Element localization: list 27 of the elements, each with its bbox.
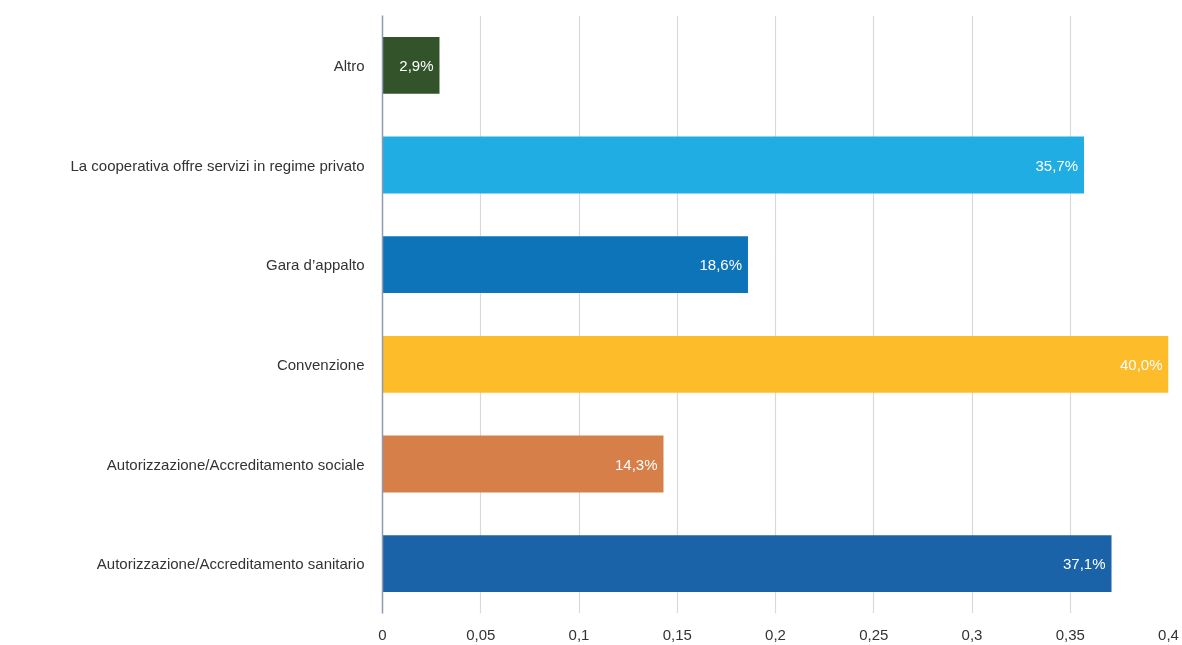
x-tick-label: 0,3 xyxy=(961,625,983,643)
y-tick-label: Convenzione xyxy=(276,355,365,373)
x-tick-label: 0,15 xyxy=(662,625,692,643)
y-tick-label: Gara d’appalto xyxy=(266,256,365,274)
data-label: 37,1% xyxy=(1062,555,1106,573)
y-tick-label: Autorizzazione/Accreditamento sociale xyxy=(106,455,365,473)
y-tick-label: Altro xyxy=(333,56,365,74)
x-tick-label: 0,25 xyxy=(859,625,889,643)
data-label: 18,6% xyxy=(699,256,743,274)
y-tick-label: La cooperativa offre servizi in regime privato xyxy=(70,156,365,174)
y-tick-label: Autorizzazione/Accreditamento sanitario xyxy=(96,555,365,573)
bar xyxy=(382,335,1169,393)
x-tick-label: 0 xyxy=(378,625,387,643)
x-tick-label: 0,35 xyxy=(1055,625,1085,643)
bar xyxy=(382,136,1085,194)
data-label: 2,9% xyxy=(399,56,434,74)
bar xyxy=(382,535,1112,593)
bar xyxy=(382,435,664,493)
x-tick-label: 0,05 xyxy=(466,625,496,643)
data-label: 35,7% xyxy=(1035,156,1079,174)
x-tick-label: 0,4 xyxy=(1158,625,1179,643)
bar xyxy=(382,36,440,94)
bar xyxy=(382,236,748,294)
data-label: 40,0% xyxy=(1119,355,1163,373)
data-label: 14,3% xyxy=(614,455,658,473)
x-tick-label: 0,2 xyxy=(765,625,786,643)
x-tick-label: 0,1 xyxy=(568,625,590,643)
